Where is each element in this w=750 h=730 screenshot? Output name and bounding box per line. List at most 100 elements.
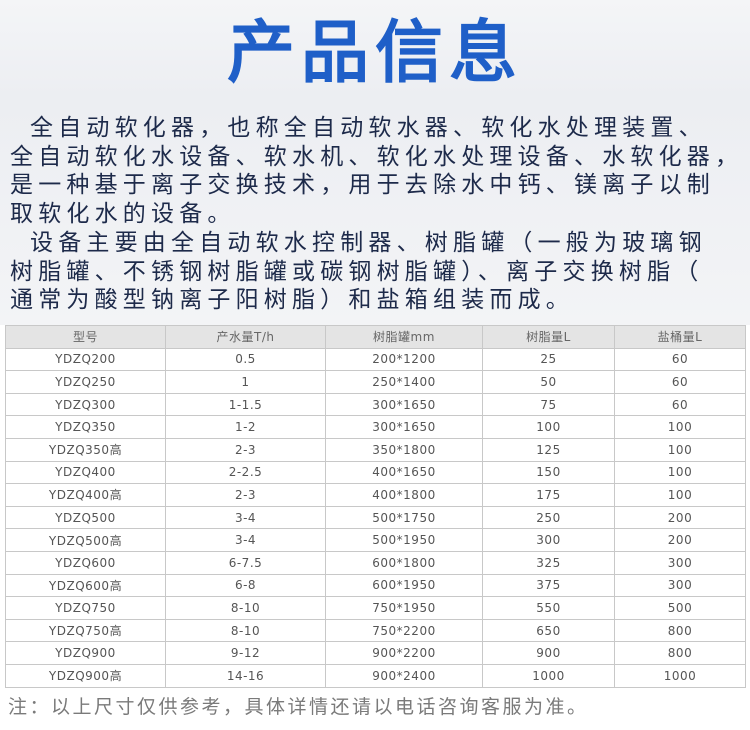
table-cell: 900*2400: [325, 663, 483, 688]
table-row: YDZQ350高 2-3 350*1800 125 100: [5, 437, 746, 462]
table-cell: 175: [482, 483, 615, 507]
table-cell: 100: [482, 415, 615, 439]
title: 产品信息: [226, 14, 523, 93]
table-cell: 600*1800: [325, 550, 483, 575]
table-cell: 3-4: [165, 528, 326, 552]
table-cell: 500*1950: [325, 528, 483, 552]
table-cell: 1: [165, 370, 326, 394]
table-row: YDZQ300 1-1.5 300*1650 75 60: [5, 392, 746, 417]
table-cell: 750*2200: [325, 618, 483, 643]
table-cell: 800: [614, 641, 746, 665]
table-cell: YDZQ350: [5, 415, 166, 439]
table-row: YDZQ350 1-2 300*1650 100 100: [5, 415, 746, 439]
table-body: YDZQ200 0.5 200*1200 25 60 YDZQ250 1 250*1400 50…: [5, 347, 746, 688]
table-cell: YDZQ200: [5, 347, 166, 372]
table-cell: 300*1650: [325, 392, 483, 417]
table-cell: 100: [614, 460, 746, 485]
text-line: 全自动软化水设备、软水机、软化水处理设备、水软化器，: [10, 143, 744, 170]
table-cell: 1000: [614, 663, 746, 688]
column-header: 产水量T/h: [165, 325, 326, 349]
table-cell: 6-8: [165, 573, 326, 598]
table-cell: 200*1200: [325, 347, 483, 372]
text-line: 是一种基于离子交换技术，用于去除水中钙、镁离子以制: [10, 172, 715, 199]
table-cell: 250*1400: [325, 370, 483, 394]
table-cell: YDZQ300: [5, 392, 166, 417]
table-cell: 2-3: [165, 483, 326, 507]
table-cell: 8-10: [165, 618, 326, 643]
table-cell: 350*1800: [325, 437, 483, 462]
table-cell: 150: [482, 460, 615, 485]
column-header: 树脂量L: [482, 325, 615, 349]
header-area: 产品信息 全自动软化器，也称全自动软水器、软化水处理装置、 全自动软化水设备、软水…: [0, 0, 750, 325]
table-cell: 400*1650: [325, 460, 483, 485]
column-header: 树脂罐mm: [325, 325, 483, 349]
table-cell: 0.5: [165, 347, 326, 372]
table-cell: 325: [482, 550, 615, 575]
table-cell: 2-2.5: [165, 460, 326, 485]
table-cell: 200: [614, 528, 746, 552]
table-cell: YDZQ250: [5, 370, 166, 394]
table-row: YDZQ200 0.5 200*1200 25 60: [5, 347, 746, 372]
table-cell: 800: [614, 618, 746, 643]
table-cell: YDZQ900高: [5, 663, 166, 688]
table-row: YDZQ500 3-4 500*1750 250 200: [5, 505, 746, 530]
table-row: YDZQ600高 6-8 600*1950 375 300: [5, 573, 746, 598]
table-cell: 550: [482, 596, 615, 620]
table-row: YDZQ400 2-2.5 400*1650 150 100: [5, 460, 746, 485]
table-cell: 100: [614, 437, 746, 462]
table-cell: YDZQ350高: [5, 437, 166, 462]
table-cell: 650: [482, 618, 615, 643]
table-cell: YDZQ400: [5, 460, 166, 485]
table-cell: 600*1950: [325, 573, 483, 598]
table-row: YDZQ900高 14-16 900*2400 1000 1000: [5, 663, 746, 688]
table-cell: YDZQ750高: [5, 618, 166, 643]
table-cell: 6-7.5: [165, 550, 326, 575]
table-cell: 500*1750: [325, 505, 483, 530]
text-line: 树脂罐、不锈钢树脂罐或碳钢树脂罐）、离子交换树脂（: [10, 258, 704, 285]
table-cell: 60: [614, 347, 746, 372]
table-cell: 1-2: [165, 415, 326, 439]
table-row: YDZQ750高 8-10 750*2200 650 800: [5, 618, 746, 643]
table-cell: 250: [482, 505, 615, 530]
table-cell: 300: [614, 573, 746, 598]
table-cell: 750*1950: [325, 596, 483, 620]
table-cell: 100: [614, 483, 746, 507]
header-row: 型号 产水量T/h 树脂罐mm 树脂量L 盐桶量L: [5, 325, 746, 349]
table-cell: 300: [614, 550, 746, 575]
table-cell: 14-16: [165, 663, 326, 688]
table-cell: 400*1800: [325, 483, 483, 507]
table-cell: 100: [614, 415, 746, 439]
table-cell: 900: [482, 641, 615, 665]
table-row: YDZQ250 1 250*1400 50 60: [5, 370, 746, 394]
table-cell: 375: [482, 573, 615, 598]
table-cell: 125: [482, 437, 615, 462]
table-cell: 60: [614, 370, 746, 394]
column-header: 型号: [5, 325, 166, 349]
table-cell: 50: [482, 370, 615, 394]
table-cell: 200: [614, 505, 746, 530]
table-row: YDZQ400高 2-3 400*1800 175 100: [5, 483, 746, 507]
table-cell: 75: [482, 392, 615, 417]
table-cell: YDZQ500: [5, 505, 166, 530]
table-cell: 25: [482, 347, 615, 372]
text-line: 设备主要由全自动软水控制器、树脂罐（一般为玻璃钢: [30, 229, 707, 256]
table-cell: YDZQ900: [5, 641, 166, 665]
table-cell: 900*2200: [325, 641, 483, 665]
table-cell: YDZQ600高: [5, 573, 166, 598]
table-cell: 9-12: [165, 641, 326, 665]
table-cell: YDZQ500高: [5, 528, 166, 552]
table-cell: YDZQ750: [5, 596, 166, 620]
table-cell: 1-1.5: [165, 392, 326, 417]
table-cell: 2-3: [165, 437, 326, 462]
column-header: 盐桶量L: [614, 325, 746, 349]
table-row: YDZQ900 9-12 900*2200 900 800: [5, 641, 746, 665]
table-cell: YDZQ400高: [5, 483, 166, 507]
table-cell: YDZQ600: [5, 550, 166, 575]
table-row: YDZQ750 8-10 750*1950 550 500: [5, 596, 746, 620]
table-cell: 500: [614, 596, 746, 620]
table-cell: 1000: [482, 663, 615, 688]
table-cell: 8-10: [165, 596, 326, 620]
table-row: YDZQ500高 3-4 500*1950 300 200: [5, 528, 746, 552]
text-line: 全自动软化器，也称全自动软水器、软化水处理装置、: [30, 115, 707, 141]
